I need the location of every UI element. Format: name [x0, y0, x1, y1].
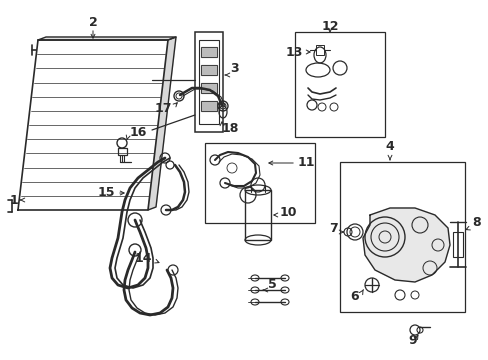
- Text: 5: 5: [267, 278, 276, 291]
- Bar: [339, 162, 464, 312]
- Bar: [201, 47, 217, 57]
- Text: 13: 13: [285, 46, 303, 59]
- Text: 9: 9: [407, 333, 416, 346]
- Text: 12: 12: [321, 20, 338, 33]
- Text: 8: 8: [471, 216, 480, 229]
- Text: 17: 17: [154, 102, 172, 114]
- Text: 16: 16: [130, 126, 147, 139]
- Text: 4: 4: [385, 140, 393, 153]
- Polygon shape: [148, 37, 176, 210]
- Text: 1: 1: [10, 194, 19, 207]
- Text: 10: 10: [280, 206, 297, 219]
- Text: 14: 14: [134, 252, 152, 265]
- Bar: [118, 148, 127, 155]
- Bar: [244, 190, 270, 240]
- Bar: [204, 143, 314, 223]
- Polygon shape: [38, 37, 176, 40]
- Text: 11: 11: [297, 156, 315, 168]
- Bar: [452, 232, 462, 257]
- Polygon shape: [201, 83, 217, 93]
- Text: 15: 15: [97, 186, 115, 199]
- Text: 2: 2: [88, 16, 97, 29]
- Bar: [294, 32, 384, 137]
- Bar: [199, 40, 219, 124]
- Text: 18: 18: [222, 122, 239, 135]
- Polygon shape: [201, 47, 217, 57]
- Polygon shape: [362, 208, 449, 282]
- Polygon shape: [201, 65, 217, 75]
- Text: 3: 3: [229, 62, 238, 75]
- Bar: [201, 65, 217, 75]
- Bar: [315, 45, 324, 55]
- Bar: [195, 32, 223, 132]
- Text: 7: 7: [328, 221, 337, 234]
- Bar: [201, 83, 217, 93]
- Bar: [201, 101, 217, 111]
- Text: 6: 6: [350, 290, 359, 303]
- Polygon shape: [201, 101, 217, 111]
